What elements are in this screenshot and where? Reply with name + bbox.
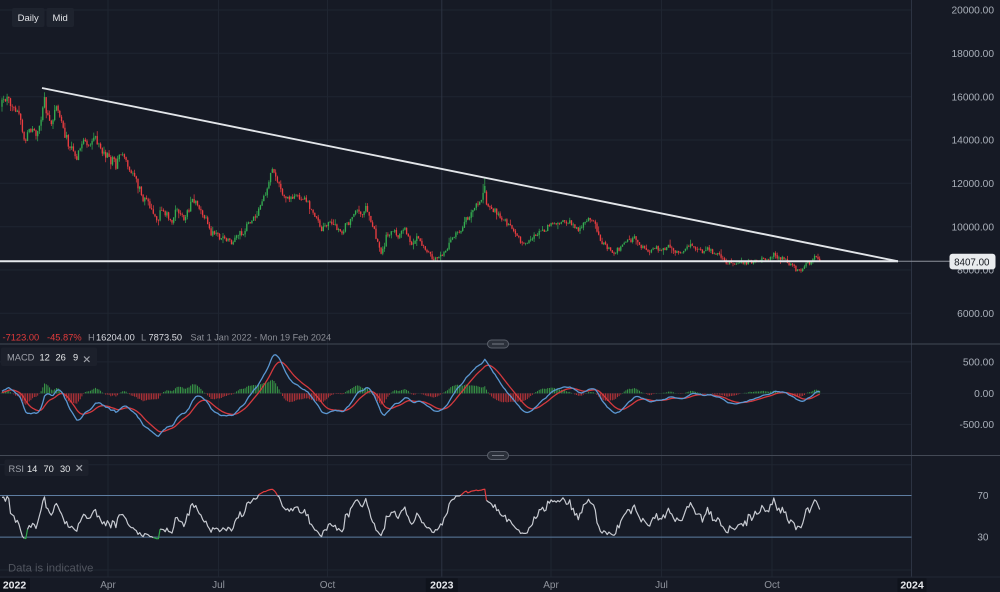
svg-text:16204.00: 16204.00: [96, 333, 135, 343]
svg-text:-45.87%: -45.87%: [47, 333, 82, 343]
svg-text:12: 12: [40, 353, 50, 363]
svg-text:-500.00: -500.00: [959, 420, 994, 431]
svg-text:70: 70: [44, 464, 54, 474]
svg-text:RSI: RSI: [9, 464, 25, 474]
svg-text:12000.00: 12000.00: [952, 179, 995, 190]
svg-text:-7123.00: -7123.00: [3, 333, 40, 343]
svg-text:H: H: [88, 333, 95, 343]
svg-text:8407.00: 8407.00: [954, 257, 990, 268]
svg-text:2024: 2024: [900, 580, 924, 592]
svg-text:20000.00: 20000.00: [952, 6, 995, 17]
svg-text:18000.00: 18000.00: [952, 49, 995, 60]
svg-text:Apr: Apr: [100, 580, 116, 591]
svg-text:30: 30: [977, 533, 989, 544]
svg-text:500.00: 500.00: [963, 358, 994, 369]
svg-text:Jul: Jul: [212, 580, 225, 591]
svg-text:MACD: MACD: [7, 353, 35, 363]
svg-text:Oct: Oct: [320, 580, 336, 591]
svg-text:L: L: [141, 333, 146, 343]
svg-text:Mid: Mid: [53, 13, 68, 24]
svg-text:Jul: Jul: [655, 580, 668, 591]
svg-text:9: 9: [73, 353, 78, 363]
svg-text:Data is indicative: Data is indicative: [8, 563, 93, 575]
svg-text:14000.00: 14000.00: [952, 136, 995, 147]
svg-text:16000.00: 16000.00: [952, 92, 995, 103]
svg-text:26: 26: [56, 353, 66, 363]
svg-text:2023: 2023: [430, 580, 454, 592]
svg-text:7873.50: 7873.50: [149, 333, 183, 343]
svg-text:Apr: Apr: [543, 580, 559, 591]
svg-text:0.00: 0.00: [974, 389, 994, 400]
svg-text:30: 30: [60, 464, 70, 474]
svg-text:10000.00: 10000.00: [952, 222, 995, 233]
svg-text:70: 70: [977, 491, 989, 502]
svg-text:8000.00: 8000.00: [957, 266, 994, 277]
svg-text:6000.00: 6000.00: [957, 309, 994, 320]
svg-text:14: 14: [27, 464, 37, 474]
svg-text:Sat 1 Jan 2022 - Mon 19 Feb 20: Sat 1 Jan 2022 - Mon 19 Feb 2024: [191, 333, 332, 343]
svg-text:Oct: Oct: [764, 580, 780, 591]
svg-text:Daily: Daily: [18, 13, 39, 24]
svg-text:2022: 2022: [3, 580, 27, 592]
